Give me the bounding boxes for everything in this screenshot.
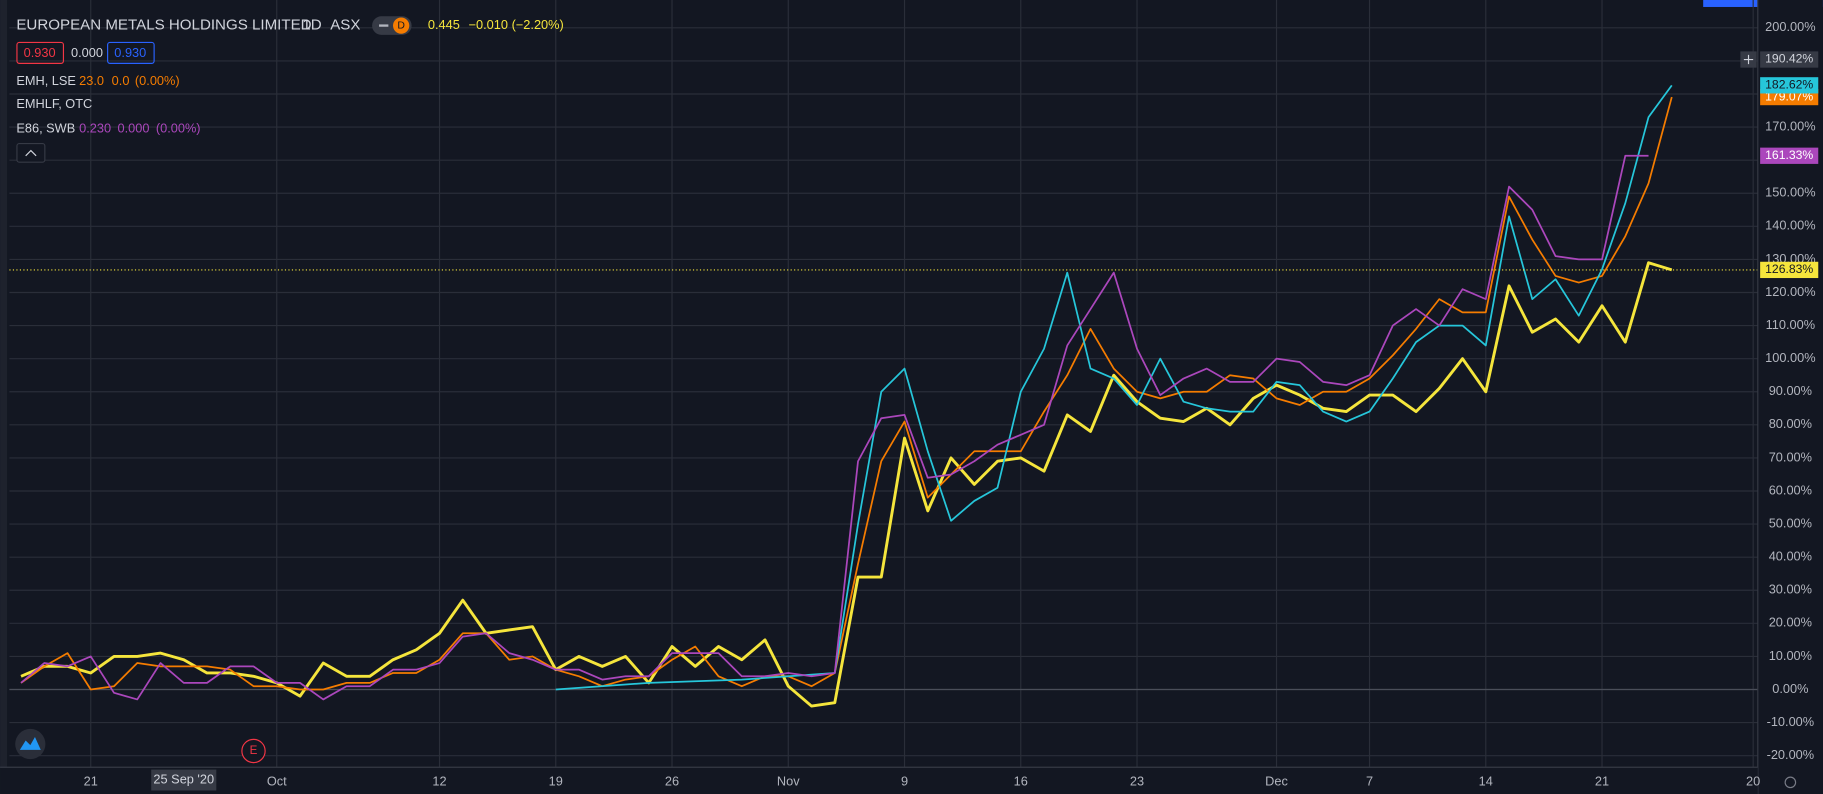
legend-value: (0.00%) — [135, 73, 180, 88]
ask: 0.930 — [114, 45, 146, 60]
logo-icon — [19, 737, 41, 750]
legend-value: 23.0 — [79, 73, 104, 88]
legend-entry: EMH, LSE — [16, 73, 76, 88]
crosshair-plus — [1743, 54, 1754, 65]
y-tick-label: 0.00% — [1772, 681, 1808, 696]
x-tick-label: 9 — [901, 774, 908, 789]
legend-entry: E86, SWB — [16, 120, 75, 135]
x-tick-label: 26 — [665, 774, 679, 789]
x-tick-label: Dec — [1265, 774, 1288, 789]
y-tick-label: 30.00% — [1769, 582, 1812, 597]
plot — [9, 84, 1758, 708]
x-tick-label: Oct — [267, 774, 287, 789]
badge-circle — [393, 17, 410, 34]
legend-entry: EMHLF, OTC — [16, 96, 92, 111]
crosshair-x-box — [151, 769, 217, 791]
legend-value: 0.0 — [112, 73, 130, 88]
crosshair-x-label: 25 Sep '20 — [153, 771, 214, 786]
last-price: 0.445 — [428, 17, 460, 32]
time-axis — [0, 767, 1758, 794]
symbol-title: EUROPEAN METALS HOLDINGS LIMITED — [16, 17, 311, 34]
x-tick-label: 20 — [1746, 774, 1760, 789]
x-tick-label: 19 — [549, 774, 563, 789]
badge-letter: D — [397, 20, 405, 31]
y-tick-label: 80.00% — [1769, 416, 1812, 431]
x-tick-label: 14 — [1479, 774, 1493, 789]
left-strip — [0, 0, 8, 794]
y-tick-label: 70.00% — [1769, 449, 1812, 464]
change-pct: (−2.20%) — [512, 17, 564, 32]
x-tick-label: 21 — [84, 774, 98, 789]
collapse-button[interactable] — [16, 142, 46, 163]
y-tick-label: 20.00% — [1769, 615, 1812, 630]
bid-box[interactable] — [16, 41, 65, 64]
y-tick-label: 40.00% — [1769, 549, 1812, 564]
y-tick-label: -20.00% — [1767, 747, 1815, 762]
y-tick-label: 200.00% — [1765, 19, 1815, 34]
settings-icon[interactable] — [1784, 776, 1797, 789]
y-tick-label: 90.00% — [1769, 383, 1812, 398]
last-value-label: 182.62% — [1765, 78, 1813, 92]
y-tick-label: 170.00% — [1765, 118, 1815, 133]
spread: 0.000 — [71, 45, 103, 60]
crosshair-y-box — [1760, 51, 1819, 68]
exchange: ASX — [330, 17, 360, 34]
x-tick-label: 7 — [1366, 774, 1373, 789]
bid: 0.930 — [24, 45, 56, 60]
y-tick-label: 50.00% — [1769, 515, 1812, 530]
x-tick-label: Nov — [777, 774, 800, 789]
y-tick-label: 60.00% — [1769, 482, 1812, 497]
last-value-box — [1760, 147, 1819, 164]
last-value-label: 126.83% — [1765, 262, 1813, 276]
last-value-box — [1760, 261, 1819, 279]
y-tick-label: 100.00% — [1765, 350, 1815, 365]
x-tick-label: 21 — [1595, 774, 1609, 789]
logo[interactable] — [15, 728, 46, 760]
y-tick-label: -10.00% — [1767, 714, 1815, 729]
grid — [9, 0, 1758, 768]
y-tick-label: 110.00% — [1766, 317, 1815, 332]
x-tick-label: 16 — [1014, 774, 1028, 789]
badge-minus — [379, 24, 389, 27]
legend-value: (0.00%) — [156, 120, 201, 135]
series-line — [20, 261, 1673, 708]
ask-box[interactable] — [107, 41, 155, 64]
interval: 1D — [302, 17, 321, 34]
price-axis — [1757, 0, 1823, 794]
x-tick-label: 23 — [1130, 774, 1144, 789]
y-tick-label: 120.00% — [1765, 284, 1815, 299]
last-value-label: 161.33% — [1765, 148, 1813, 162]
legend-value: 0.230 — [79, 120, 111, 135]
y-tick-label: 140.00% — [1765, 218, 1815, 233]
axes: -20.00% -10.00% 0.00% 10.00% 20.00% 30.00% 40.… — [84, 19, 1819, 791]
series-line — [555, 84, 1673, 691]
change: −0.010 — [469, 17, 508, 32]
y-tick-label: 10.00% — [1769, 648, 1812, 663]
collapse-icon — [25, 149, 37, 157]
legend-value: 0.000 — [118, 120, 150, 135]
earnings-marker — [241, 738, 266, 764]
series-line — [20, 154, 1649, 701]
last-value-box — [1760, 77, 1819, 94]
crosshair-y-label: 190.42% — [1765, 52, 1813, 66]
x-tick-label: 12 — [432, 774, 446, 789]
series-line — [20, 96, 1673, 691]
earnings-label: E — [250, 744, 258, 757]
y-tick-label: 150.00% — [1765, 185, 1815, 200]
